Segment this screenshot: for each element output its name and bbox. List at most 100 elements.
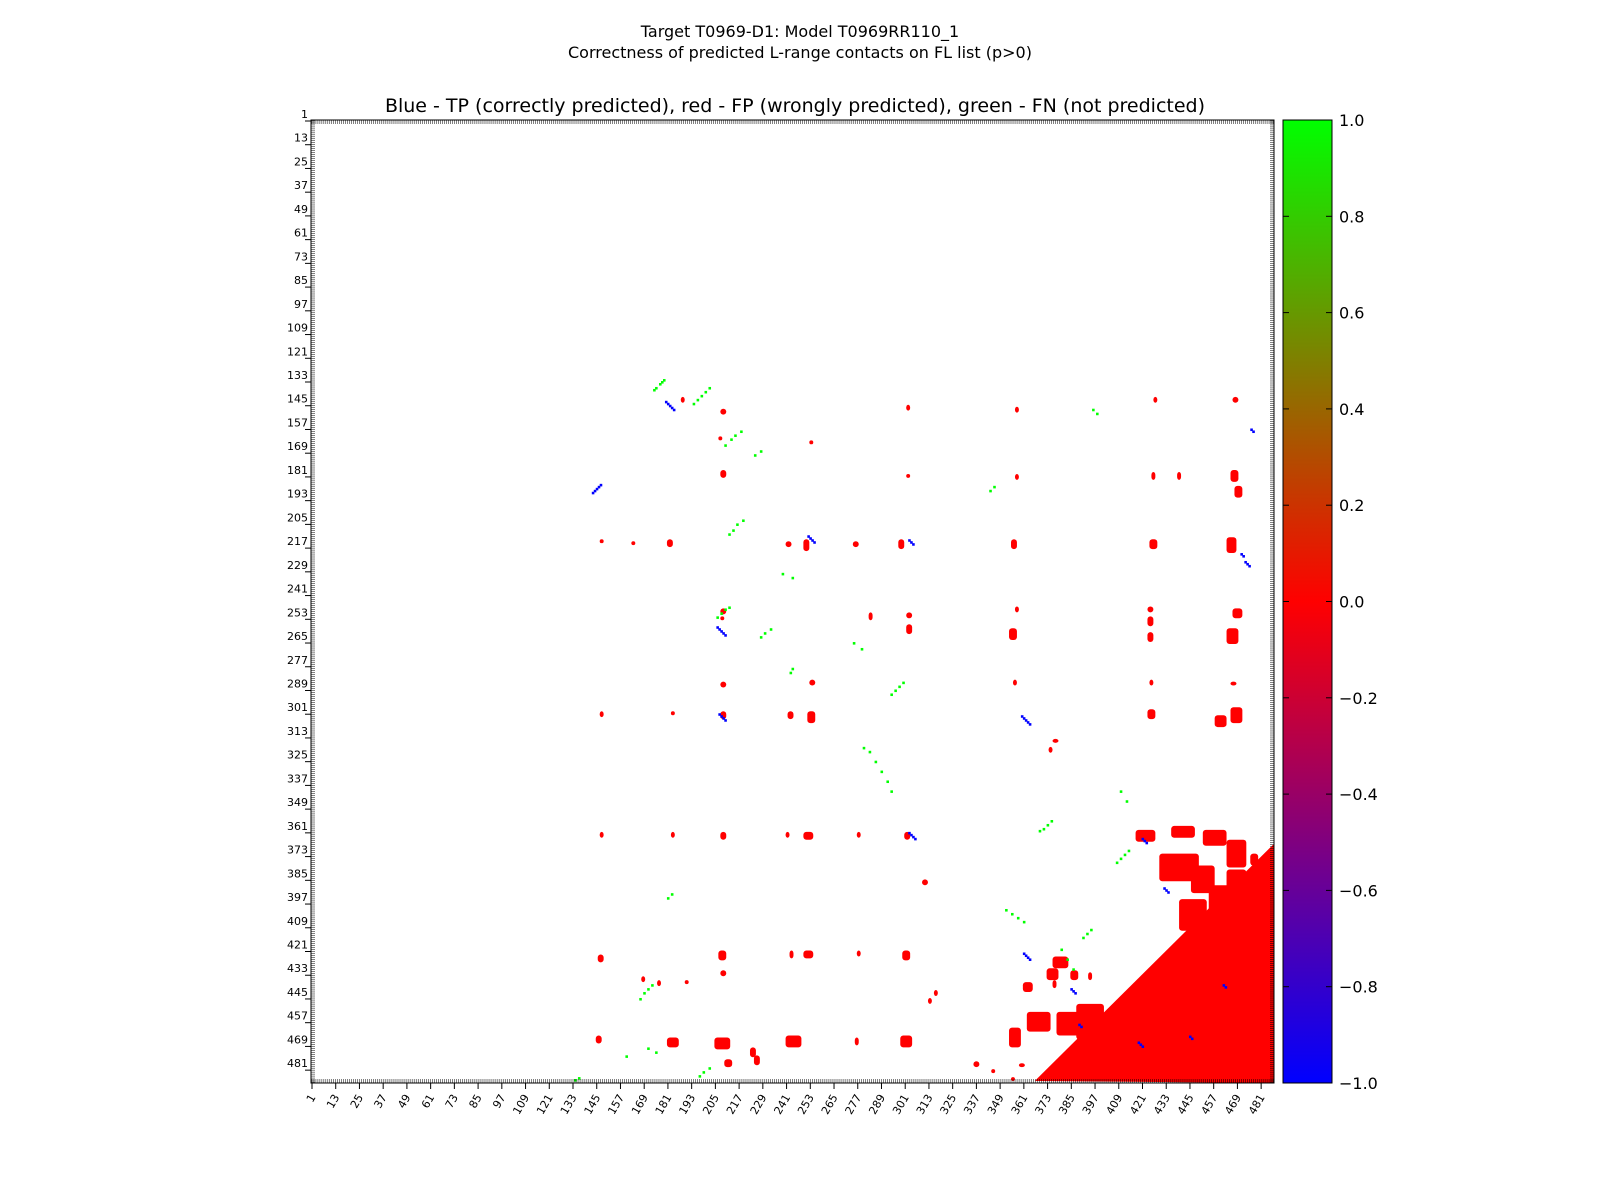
tp-contact (718, 713, 721, 716)
x-tick-label: 481 (1246, 1092, 1268, 1117)
tp-contact (670, 406, 674, 410)
fp-contact (720, 831, 727, 840)
fn-contact (643, 992, 646, 995)
fn-contact (696, 398, 700, 402)
fp-contact (1230, 681, 1237, 686)
x-tick-label: 265 (819, 1092, 841, 1117)
fn-contact (1119, 857, 1123, 861)
fn-contact (763, 632, 767, 635)
tp-contact (718, 628, 721, 631)
fp-contact (1232, 396, 1239, 403)
fn-contact (662, 379, 666, 382)
fn-contact (666, 897, 670, 900)
x-tick-label: 433 (1151, 1092, 1173, 1117)
fn-contact (702, 1071, 706, 1074)
x-tick-label: 37 (372, 1092, 390, 1111)
y-tick-label: 193 (287, 488, 308, 501)
fp-contact (631, 541, 636, 546)
fn-contact (759, 450, 763, 453)
tp-contact (1024, 954, 1028, 958)
fp-contact (1250, 853, 1259, 866)
tp-contact (1165, 889, 1168, 892)
fp-contact (1190, 865, 1215, 894)
y-tick-label: 325 (287, 749, 308, 762)
fn-contact (1092, 408, 1095, 412)
fp-contact (1202, 829, 1227, 846)
fp-contact (1171, 825, 1195, 838)
x-tick-label: 205 (700, 1092, 722, 1117)
fp-contact (1226, 839, 1247, 868)
colorbar-tick-label: −0.6 (1339, 881, 1378, 900)
tp-contact (1188, 1035, 1192, 1039)
fp-contact (666, 1037, 679, 1048)
fp-contact (1018, 1063, 1025, 1068)
y-tick-label: 481 (287, 1057, 308, 1070)
fp-contact (718, 436, 723, 441)
fn-contact (1072, 968, 1075, 971)
tp-contact (809, 537, 812, 540)
tp-contact (910, 833, 913, 837)
y-tick-label: 421 (287, 939, 308, 952)
fp-contact (787, 711, 794, 720)
fp-contact (1147, 709, 1156, 720)
fn-contact (1096, 412, 1099, 416)
fn-contact (1082, 936, 1085, 940)
fn-contact (791, 576, 795, 580)
tp-contact (722, 717, 725, 720)
minor-ticks (311, 120, 1274, 1083)
y-tick-label: 121 (287, 345, 308, 358)
plot-title: Blue - TP (correctly predicted), red - F… (385, 95, 1205, 117)
fn-contact (742, 519, 745, 523)
fp-contact (933, 990, 938, 996)
fp-contact (1026, 1011, 1051, 1032)
fp-contact (1159, 853, 1199, 882)
fn-contact (639, 997, 642, 1001)
fp-contact (714, 1037, 731, 1050)
fp-contact (684, 980, 689, 985)
fn-contact (1086, 932, 1089, 936)
colorbar-tick-label: 0.6 (1339, 304, 1364, 323)
fp-contact (1151, 471, 1156, 480)
tp-contact (1139, 1043, 1143, 1047)
tp-contact (668, 404, 672, 408)
fn-contact (890, 693, 893, 697)
fn-contact (1011, 912, 1014, 916)
tp-contact (724, 719, 727, 722)
fn-contact (734, 434, 737, 437)
fp-contact (1070, 970, 1079, 981)
fn-contact (653, 388, 656, 392)
fp-contact (1234, 982, 1239, 989)
tp-contact (1072, 990, 1075, 993)
y-tick-label: 145 (287, 393, 308, 406)
fp-contact (718, 950, 727, 961)
fn-contact (791, 667, 795, 671)
x-tick-label: 241 (771, 1092, 793, 1117)
x-tick-label: 349 (985, 1092, 1007, 1117)
fn-contact (732, 529, 735, 532)
tp-contact (1024, 719, 1028, 722)
y-tick-label: 49 (294, 203, 308, 216)
fp-contact (1014, 606, 1019, 613)
tp-contact (1252, 430, 1255, 434)
fp-contact (1149, 679, 1154, 686)
fn-contact (989, 489, 992, 493)
fp-contact (898, 539, 905, 550)
tp-contact (1022, 717, 1026, 720)
fp-contact (680, 396, 685, 403)
fn-contact (902, 681, 905, 685)
fp-contact (1052, 980, 1057, 989)
fp-contact (1014, 406, 1019, 413)
fp-contact (670, 711, 675, 716)
fn-contact (1125, 800, 1129, 803)
y-tick-label: 361 (287, 820, 308, 833)
fp-contact (856, 950, 861, 957)
tp-contact (912, 543, 915, 546)
y-axis-ticks: 1 13 25 37 49 61 73 85 97 109 121 133 145 157 169 181 19… (287, 108, 311, 1071)
tp-contact (1240, 553, 1243, 556)
fn-contact (692, 402, 696, 406)
fn-contact (647, 1047, 650, 1050)
fp-contact (1135, 992, 1140, 996)
fp-contact (973, 1061, 980, 1068)
fn-contact (1005, 908, 1008, 912)
colorbar-tick-label: −0.4 (1339, 785, 1378, 804)
